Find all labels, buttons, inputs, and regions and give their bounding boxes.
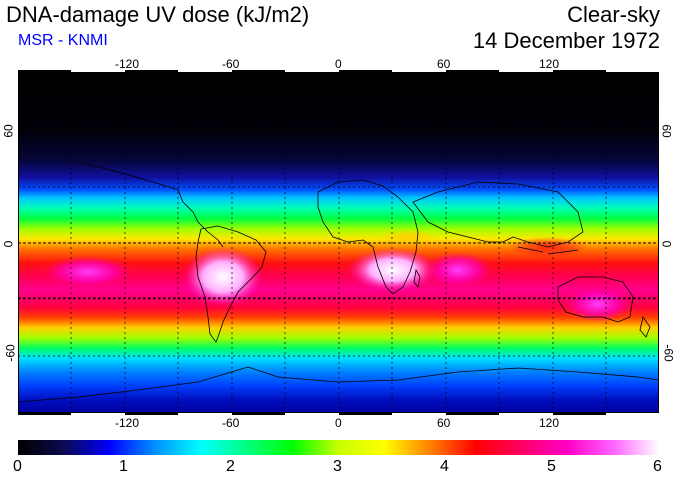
colorbar-label-0: 0 <box>13 458 22 475</box>
hotspot-southern-africa <box>348 248 438 292</box>
hotspot-australia <box>563 286 633 322</box>
frame-scale-top <box>18 70 606 73</box>
colorbar-label-2: 2 <box>226 458 235 475</box>
coast-north-america <box>77 161 224 248</box>
colorbar-gradient <box>18 440 659 455</box>
colorbar <box>18 440 659 455</box>
map-title: DNA-damage UV dose (kJ/m2) <box>6 2 310 27</box>
lon-tick-bottom-60: 60 <box>437 416 451 430</box>
lon-tick-top-60: 60 <box>437 57 451 71</box>
map-date: 14 December 1972 <box>472 28 660 53</box>
colorbar-label-6: 6 <box>653 458 662 475</box>
lon-tick-top-m60: -60 <box>222 57 240 71</box>
colorbar-label-3: 3 <box>333 458 342 475</box>
hotspot-indian-ocean <box>423 252 493 288</box>
lon-tick-bottom-m120: -120 <box>115 416 140 430</box>
coast-madagascar <box>413 268 421 288</box>
coastlines <box>18 161 659 403</box>
coast-new-zealand <box>639 316 651 338</box>
lon-tick-top-0: 0 <box>335 57 342 71</box>
lat-tick-right-0: 0 <box>659 240 674 248</box>
lat-tick-right-m60: -60 <box>661 344 676 362</box>
source-label: MSR - KNMI <box>18 32 108 49</box>
lon-tick-top-m120: -120 <box>115 57 140 71</box>
lon-tick-top-120: 120 <box>539 57 560 71</box>
lat-tick-left-0: 0 <box>1 240 16 248</box>
coast-africa-europe <box>317 179 419 295</box>
coast-asia <box>412 181 584 248</box>
hotspot-east-pacific <box>43 256 133 288</box>
lon-tick-bottom-120: 120 <box>539 416 560 430</box>
colorbar-label-5: 5 <box>547 458 556 475</box>
equator-tropics <box>18 242 659 299</box>
frame-scale-bottom <box>18 412 606 415</box>
lat-tick-left-60: 60 <box>1 124 16 138</box>
lon-tick-bottom-0: 0 <box>335 416 342 430</box>
uv-dose-map <box>18 72 659 413</box>
sky-condition: Clear-sky <box>567 2 660 27</box>
coast-south-america <box>195 225 267 343</box>
equatorial-cloud-band <box>378 229 438 245</box>
lon-tick-bottom-m60: -60 <box>222 416 240 430</box>
map-frame <box>18 72 659 413</box>
lat-tick-right-60: 60 <box>659 124 674 138</box>
lat-tick-left-m60: -60 <box>3 344 18 362</box>
colorbar-label-4: 4 <box>440 458 449 475</box>
colorbar-label-1: 1 <box>119 458 128 475</box>
coast-antarctica <box>18 366 659 403</box>
coast-australia <box>557 276 634 323</box>
